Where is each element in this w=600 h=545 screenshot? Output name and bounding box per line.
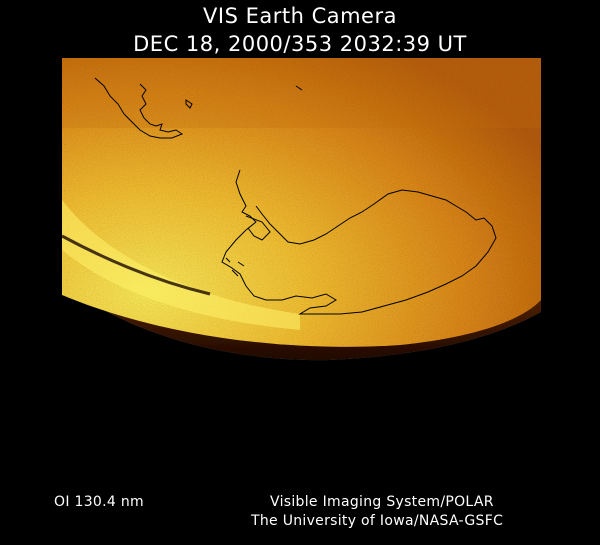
coastline-islet xyxy=(185,99,193,109)
coastline-overlay xyxy=(94,77,497,315)
coastline-continent xyxy=(221,169,497,315)
coastline-bay xyxy=(245,215,271,241)
coastline-north xyxy=(94,77,184,139)
coastline-fleck xyxy=(295,85,303,91)
terminator-line xyxy=(61,234,211,296)
coastline-islands xyxy=(225,257,245,277)
image-title: VIS Earth Camera xyxy=(203,4,397,28)
instrument-credit: Visible Imaging System/POLAR xyxy=(270,494,494,510)
wavelength-label: OI 130.4 nm xyxy=(54,494,144,510)
institution-credit: The University of Iowa/NASA-GSFC xyxy=(251,513,504,529)
observation-timestamp: DEC 18, 2000/353 2032:39 UT xyxy=(133,32,467,56)
aurora-glow xyxy=(62,58,541,347)
